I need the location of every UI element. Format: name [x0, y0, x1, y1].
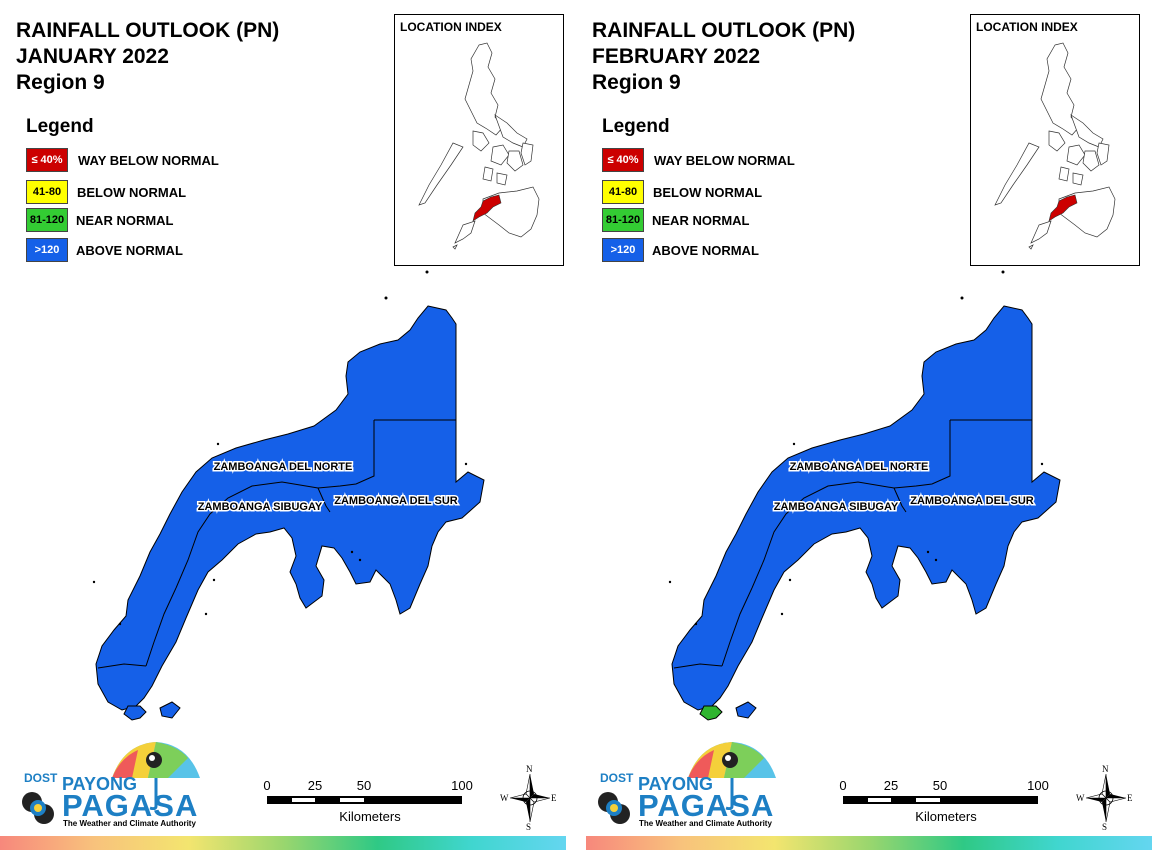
philippines-outline-map — [994, 42, 1116, 250]
scale-tick-label: 100 — [451, 778, 473, 793]
dost-label: DOST — [24, 771, 58, 785]
pagasa-tagline: The Weather and Climate Authority — [639, 819, 772, 828]
payong-pagasa-logo: DOST PAYONG PAGASA The Weather and Clima… — [592, 740, 782, 834]
title-line-month: JANUARY 2022 — [16, 45, 169, 68]
legend-swatch: 81-120 — [602, 208, 644, 232]
legend-label: WAY BELOW NORMAL — [654, 153, 795, 168]
scale-bar-graphic — [843, 796, 1038, 804]
title-line-month: FEBRUARY 2022 — [592, 45, 761, 68]
location-index-title: LOCATION INDEX — [400, 20, 502, 34]
scale-bar: 0 25 50 100 Kilometers — [260, 776, 480, 836]
legend-label: NEAR NORMAL — [652, 213, 750, 228]
region-9-landmass — [95, 305, 485, 711]
legend-swatch: ≤ 40% — [26, 148, 68, 172]
compass-north-label: N — [526, 764, 533, 774]
north-arrow-compass: N S E W — [500, 764, 560, 834]
philippines-outline-map — [418, 42, 540, 250]
province-boundaries — [97, 419, 456, 669]
scale-tick-label: 100 — [1027, 778, 1049, 793]
legend-swatch: >120 — [602, 238, 644, 262]
legend-label: ABOVE NORMAL — [76, 243, 183, 258]
pagasa-label: PAGASA — [638, 788, 775, 823]
region-9-rainfall-map: ZAMBOANGA DEL NORTE ZAMBOANGA SIBUGAY ZA… — [668, 270, 1061, 721]
title-line-region: Region 9 — [592, 71, 681, 94]
legend-swatch: 41-80 — [602, 180, 644, 204]
legend-swatch: ≤ 40% — [602, 148, 644, 172]
scale-tick-label: 25 — [883, 778, 899, 793]
legend-swatch: 41-80 — [26, 180, 68, 204]
province-label-zamboanga-del-norte: ZAMBOANGA DEL NORTE — [214, 461, 353, 473]
compass-west-label: W — [500, 793, 509, 803]
scale-units-label: Kilometers — [915, 809, 977, 824]
dost-seal-icon — [598, 792, 630, 824]
pagasa-label: PAGASA — [62, 788, 199, 823]
region-9-highlight — [472, 194, 502, 222]
region-9-rainfall-map: ZAMBOANGA DEL NORTE ZAMBOANGA SIBUGAY ZA… — [92, 270, 485, 721]
outlook-panel-february: RAINFALL OUTLOOK (PN) FEBRUARY 2022 Regi… — [576, 0, 1152, 864]
umbrella-icon — [112, 742, 200, 810]
legend-label: BELOW NORMAL — [653, 185, 763, 200]
outlook-panel-january: RAINFALL OUTLOOK (PN) JANUARY 2022 Regio… — [0, 14, 566, 850]
scattered-islets — [92, 270, 468, 626]
legend-label: BELOW NORMAL — [77, 185, 187, 200]
payong-label: PAYONG — [62, 774, 138, 794]
scale-bar: 0 25 50 100 Kilometers — [836, 776, 1056, 836]
scale-units-label: Kilometers — [339, 809, 401, 824]
dost-label: DOST — [600, 771, 634, 785]
scale-tick-label: 0 — [263, 778, 271, 793]
title-line-1: RAINFALL OUTLOOK (PN) — [592, 19, 856, 42]
footer-gradient-bar — [0, 836, 566, 850]
footer-gradient-bar — [586, 836, 1152, 850]
compass-north-label: N — [1102, 764, 1109, 774]
province-boundaries — [673, 419, 1032, 669]
title-line-region: Region 9 — [16, 71, 105, 94]
umbrella-icon — [688, 742, 776, 810]
legend-swatch: >120 — [26, 238, 68, 262]
southern-tip-landmass — [123, 705, 147, 721]
payong-pagasa-logo: DOST PAYONG PAGASA The Weather and Clima… — [16, 740, 206, 834]
location-index-title: LOCATION INDEX — [976, 20, 1078, 34]
scale-tick-label: 50 — [356, 778, 372, 793]
scale-tick-label: 0 — [839, 778, 847, 793]
title-line-1: RAINFALL OUTLOOK (PN) — [16, 19, 280, 42]
scale-tick-label: 25 — [307, 778, 323, 793]
province-label-zamboanga-del-sur: ZAMBOANGA DEL SUR — [910, 495, 1034, 507]
scale-tick-label: 50 — [932, 778, 948, 793]
legend-swatch: 81-120 — [26, 208, 68, 232]
compass-west-label: W — [1076, 793, 1085, 803]
province-label-zamboanga-del-norte: ZAMBOANGA DEL NORTE — [790, 461, 929, 473]
compass-south-label: S — [526, 822, 532, 832]
location-index-inset: LOCATION INDEX — [970, 14, 1140, 266]
province-label-zamboanga-del-sur: ZAMBOANGA DEL SUR — [334, 495, 458, 507]
scale-bar-graphic — [267, 796, 462, 804]
legend-heading: Legend — [26, 116, 94, 137]
compass-east-label: E — [1127, 793, 1133, 803]
compass-east-label: E — [551, 793, 557, 803]
province-label-zamboanga-sibugay: ZAMBOANGA SIBUGAY — [774, 501, 899, 513]
legend-heading: Legend — [602, 116, 670, 137]
compass-south-label: S — [1102, 822, 1108, 832]
compass-rose-icon — [509, 773, 551, 823]
region-9-landmass — [671, 305, 1061, 711]
dost-seal-icon — [22, 792, 54, 824]
legend-label: NEAR NORMAL — [76, 213, 174, 228]
compass-rose-icon — [1085, 773, 1127, 823]
scattered-islets — [668, 270, 1044, 626]
islet-east — [735, 701, 757, 719]
southern-tip-landmass — [699, 705, 723, 721]
location-index-inset: LOCATION INDEX — [394, 14, 564, 266]
pagasa-tagline: The Weather and Climate Authority — [63, 819, 196, 828]
province-label-zamboanga-sibugay: ZAMBOANGA SIBUGAY — [198, 501, 323, 513]
legend-label: WAY BELOW NORMAL — [78, 153, 219, 168]
islet-east — [159, 701, 181, 719]
legend-label: ABOVE NORMAL — [652, 243, 759, 258]
payong-label: PAYONG — [638, 774, 714, 794]
north-arrow-compass: N S E W — [1076, 764, 1136, 834]
region-9-highlight — [1048, 194, 1078, 222]
